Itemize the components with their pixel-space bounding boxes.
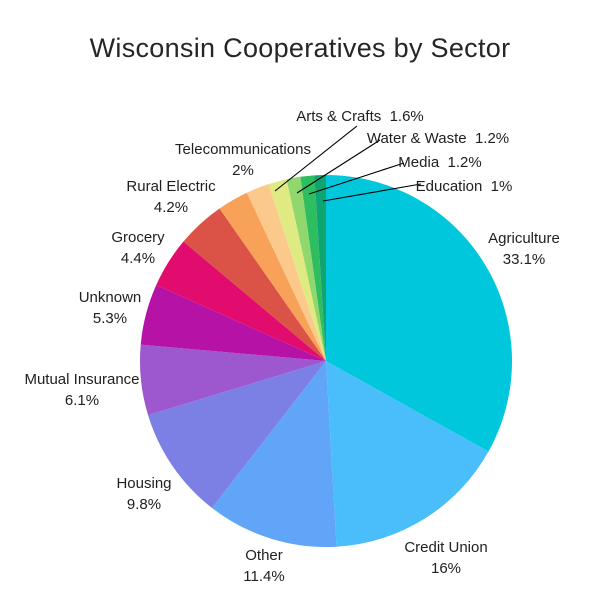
pie-slice-telecommunications[interactable] xyxy=(246,184,326,361)
leader-line-arts-crafts xyxy=(274,125,358,192)
pie-slice-grocery[interactable] xyxy=(156,241,326,361)
pie-slice-water-waste[interactable] xyxy=(286,176,326,361)
leader-line-water-waste xyxy=(296,139,381,194)
pie-slice-other[interactable] xyxy=(212,361,337,547)
pie-slice-rural-electric[interactable] xyxy=(183,208,326,361)
pie-slice-education[interactable] xyxy=(314,175,326,361)
pie-slice-media[interactable] xyxy=(300,175,326,361)
chart-title: Wisconsin Cooperatives by Sector xyxy=(89,33,511,63)
leader-line-education xyxy=(322,183,422,202)
pie-slice-arts-crafts[interactable] xyxy=(268,179,326,361)
pie-slice-housing[interactable] xyxy=(148,361,326,508)
pie-slice-credit-union[interactable] xyxy=(326,361,489,547)
pie-slice-unknown[interactable] xyxy=(140,284,326,361)
leader-line-media xyxy=(308,162,405,195)
pie-slice-mutual-insurance[interactable] xyxy=(140,344,326,416)
pie-slice-unlabeled[interactable] xyxy=(219,192,326,361)
pie-slice-agriculture[interactable] xyxy=(326,175,513,452)
